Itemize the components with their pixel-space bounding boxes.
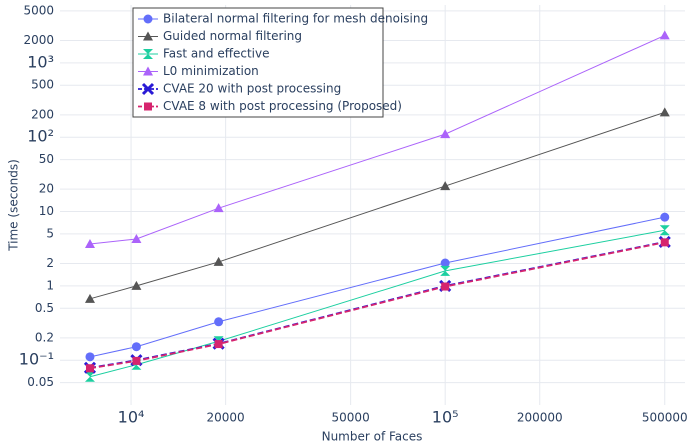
x-axis-title: Number of Faces (322, 430, 423, 444)
legend-marker (143, 49, 153, 59)
data-point (131, 234, 142, 244)
series-line (89, 241, 665, 370)
legend-label: Bilateral normal filtering for mesh deno… (163, 12, 428, 26)
data-point (214, 317, 224, 327)
y-tick-label: 20 (39, 182, 54, 196)
y-tick-label: 10² (27, 127, 54, 146)
data-point (131, 342, 141, 352)
y-tick-label: 500 (31, 78, 54, 92)
series-line (89, 229, 665, 378)
data-point (213, 256, 224, 266)
x-tick-label: 500000 (642, 411, 688, 425)
y-tick-label: 5000 (23, 3, 54, 17)
data-point (660, 212, 670, 222)
legend-label: CVAE 8 with post processing (Proposed) (163, 99, 402, 113)
data-point (440, 265, 451, 276)
series-line (89, 241, 665, 369)
y-tick-label: 0.05 (27, 375, 54, 389)
y-tick-label: 10³ (27, 52, 54, 71)
x-tick-label: 10⁵ (432, 408, 459, 427)
x-tick-label: 20000 (207, 411, 245, 425)
data-point (131, 280, 142, 290)
x-tick-label: 10⁴ (118, 408, 145, 427)
data-point (660, 238, 669, 247)
legend-label: Fast and effective (163, 47, 269, 61)
data-point (84, 371, 95, 382)
y-tick-label: 10 (39, 204, 54, 218)
data-point (84, 238, 95, 248)
y-tick-label: 200 (31, 107, 54, 121)
data-point (659, 107, 670, 117)
y-tick-label: 1 (46, 278, 54, 292)
legend-marker (143, 14, 153, 24)
y-tick-label: 0.5 (35, 301, 54, 315)
data-point (659, 225, 670, 236)
legend-marker (144, 102, 152, 111)
data-point (84, 293, 95, 303)
legend-box (132, 7, 384, 118)
legend-label: L0 minimization (163, 64, 259, 78)
series-line (89, 216, 665, 358)
x-tick-label: 50000 (332, 411, 370, 425)
data-point (440, 181, 451, 191)
data-point (213, 203, 224, 213)
y-tick-label: 50 (39, 152, 54, 166)
data-point (85, 364, 94, 373)
legend: Bilateral normal filtering for mesh deno… (132, 7, 428, 118)
y-tick-label: 0.2 (35, 330, 54, 344)
legend-label: CVAE 20 with post processing (163, 82, 341, 96)
y-axis-title: Time (seconds) (7, 159, 21, 252)
data-point (440, 258, 450, 268)
data-point (441, 282, 450, 291)
y-tick-label: 10⁻¹ (19, 350, 54, 369)
y-tick-label: 5 (46, 226, 54, 240)
series-line (89, 111, 665, 300)
x-tick-label: 200000 (517, 411, 563, 425)
legend-marker (143, 66, 153, 76)
data-point (85, 352, 95, 362)
legend-marker (141, 82, 155, 96)
legend-marker (143, 31, 153, 41)
y-tick-label: 2 (46, 256, 54, 270)
data-point (132, 356, 141, 365)
data-point (440, 129, 451, 139)
data-point (659, 30, 670, 40)
y-tick-label: 2000 (23, 33, 54, 47)
legend-label: Guided normal filtering (163, 29, 302, 43)
data-point (214, 340, 223, 349)
